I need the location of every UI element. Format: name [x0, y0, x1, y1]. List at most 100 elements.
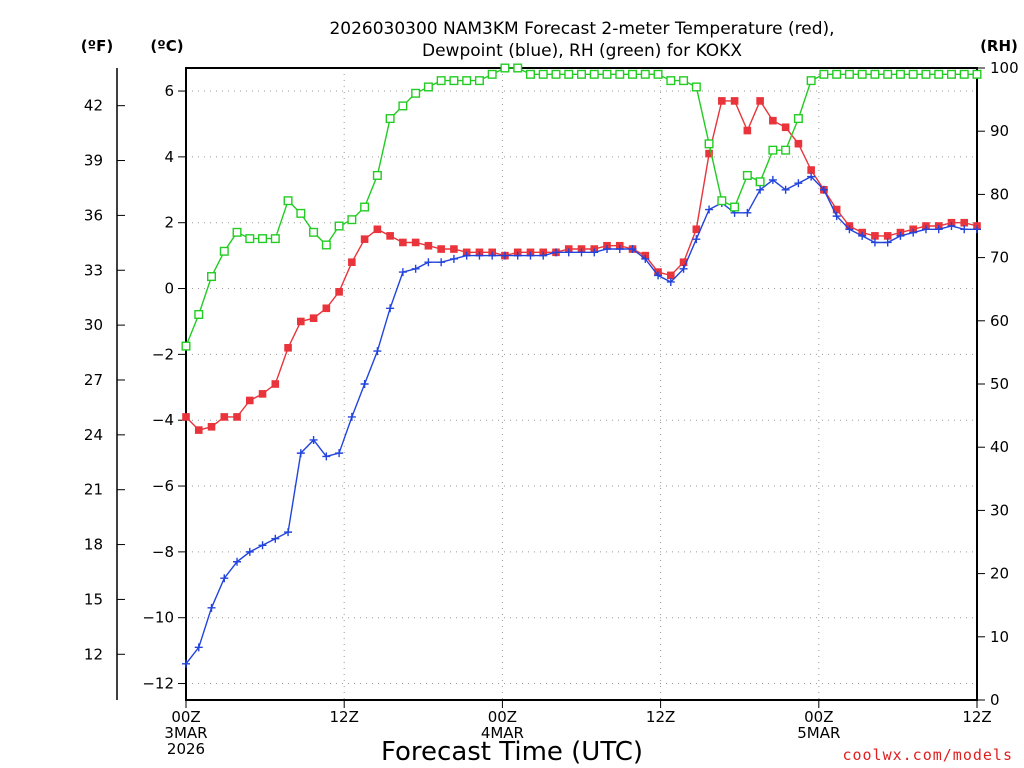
- dewpoint-point: [654, 271, 663, 280]
- temperature-point: [832, 205, 841, 214]
- fahrenheit-tick-label: 24: [84, 426, 103, 444]
- rh-point: [768, 145, 778, 155]
- rh-point: [487, 69, 497, 79]
- dewpoint-point: [245, 547, 254, 556]
- rh-point: [832, 69, 842, 79]
- dewpoint-point: [488, 251, 497, 260]
- celsius-axis: 6 4 2 0 −2 −4 −6 −8 −10 −12: [142, 82, 186, 693]
- celsius-tick-label: 4: [164, 148, 174, 166]
- rh-point: [385, 114, 395, 124]
- rh-point: [781, 145, 791, 155]
- rh-point: [270, 234, 280, 244]
- dewpoint-point: [679, 264, 688, 273]
- temperature-point: [769, 116, 777, 125]
- dewpoint-point: [666, 277, 675, 286]
- temperature-point: [194, 426, 203, 434]
- dewpoint-point: [220, 574, 229, 583]
- dewpoint-point: [398, 268, 407, 277]
- dewpoint-point: [577, 248, 586, 257]
- dewpoint-point: [271, 534, 280, 543]
- rh-point: [474, 76, 484, 86]
- rh-tick-label: 20: [990, 565, 1009, 583]
- dewpoint-point: [743, 208, 752, 217]
- rh-point: [258, 234, 268, 244]
- temperature-point: [399, 238, 407, 247]
- rh-point: [895, 69, 905, 79]
- temperature-point: [373, 225, 382, 234]
- fahrenheit-tick-label: 27: [84, 371, 103, 389]
- temperature-point: [730, 97, 739, 105]
- fahrenheit-tick-label: 33: [84, 261, 103, 279]
- dewpoint-point: [934, 225, 943, 234]
- time-tick-label: 12Z: [330, 708, 359, 726]
- temperature-point: [411, 238, 420, 247]
- time-tick-label: 00Z: [488, 708, 517, 726]
- temperature-point: [667, 271, 675, 280]
- dewpoint-point: [845, 225, 854, 234]
- rh-point: [551, 69, 561, 79]
- dewpoint-point: [973, 225, 981, 234]
- temperature-point: [424, 241, 433, 250]
- temperature-point: [679, 258, 688, 267]
- dewpoint-point: [233, 557, 242, 566]
- temperature-point: [718, 97, 726, 105]
- temperature-point: [692, 225, 701, 234]
- temperature-point: [348, 258, 356, 267]
- chart-title-line2: Dewpoint (blue), RH (green) for KOKX: [422, 41, 742, 61]
- temperature-point: [883, 232, 892, 240]
- dewpoint-point: [641, 254, 650, 263]
- rh-point: [207, 272, 217, 282]
- rh-unit-label: (RH): [980, 37, 1018, 55]
- dewpoint-point: [551, 248, 560, 257]
- rh-line: [185, 67, 977, 347]
- dewpoint-point: [526, 251, 535, 260]
- temperature-point: [335, 288, 343, 296]
- fahrenheit-unit-label: (ºF): [81, 37, 113, 55]
- temperature-point: [309, 314, 318, 322]
- temperature-point: [960, 218, 969, 227]
- rh-point: [232, 227, 242, 237]
- rh-point: [806, 76, 816, 86]
- dewpoint-point: [564, 248, 573, 257]
- temperature-point: [756, 97, 764, 105]
- rh-point: [283, 196, 293, 206]
- dewpoint-point: [807, 172, 816, 181]
- rh-point: [959, 69, 969, 79]
- celsius-tick-label: 0: [164, 280, 174, 298]
- dewpoint-point: [756, 185, 765, 194]
- temperature-point: [220, 413, 229, 421]
- fahrenheit-tick-label: 36: [84, 206, 103, 224]
- rh-point: [755, 177, 765, 187]
- dewpoint-point: [794, 179, 803, 188]
- temperature-point: [258, 390, 267, 398]
- time-tick-label: 3MAR: [164, 724, 207, 742]
- rh-point: [321, 240, 331, 250]
- rh-point: [857, 69, 867, 79]
- dewpoint-point: [603, 245, 612, 254]
- temperature-point: [271, 380, 280, 388]
- fahrenheit-tick-label: 39: [84, 152, 103, 170]
- dewpoint-point: [858, 231, 867, 240]
- dewpoint-point: [284, 528, 293, 537]
- time-tick-label: 5MAR: [797, 724, 840, 742]
- dewpoint-point: [360, 380, 369, 388]
- dewpoint-point: [322, 452, 331, 461]
- rh-point: [500, 63, 510, 73]
- rh-point: [462, 76, 472, 86]
- dewpoint-point: [462, 251, 471, 260]
- rh-tick-label: 70: [990, 249, 1009, 267]
- credit-link[interactable]: coolwx.com/models: [842, 746, 1013, 764]
- series-rh: [181, 63, 982, 351]
- celsius-tick-label: −10: [142, 609, 174, 627]
- rh-tick-label: 80: [990, 185, 1009, 203]
- dewpoint-point: [960, 225, 969, 234]
- rh-point: [653, 69, 663, 79]
- series-dewpoint: [182, 172, 981, 668]
- rh-point: [398, 101, 408, 111]
- rh-tick-label: 0: [990, 691, 1000, 709]
- rh-point: [704, 139, 714, 149]
- rh-tick-label: 100: [990, 59, 1019, 77]
- rh-tick-label: 50: [990, 375, 1009, 393]
- dewpoint-point: [883, 238, 892, 247]
- rh-point: [309, 227, 319, 237]
